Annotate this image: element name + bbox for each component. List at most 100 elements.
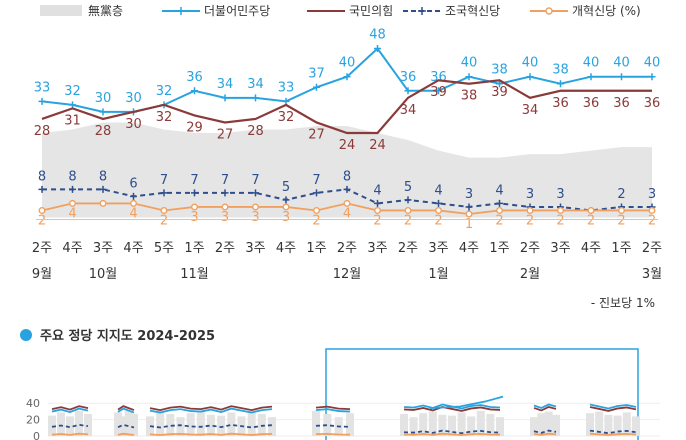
x-tick-label: 5주 (154, 241, 174, 256)
mini-shade-bar (409, 417, 418, 436)
mini-shade-bar (48, 415, 56, 436)
data-label-더불어민주당: 38 (552, 63, 569, 78)
mini-line-democratic (149, 407, 273, 414)
data-label-더불어민주당: 38 (491, 63, 508, 78)
point-더불어민주당 (99, 108, 107, 116)
point-더불어민주당 (435, 87, 442, 95)
mini-line-democratic (315, 408, 351, 413)
mini-shade-bar (544, 411, 553, 436)
mini-shade-bar (476, 410, 485, 436)
point-조국혁신당 (404, 196, 412, 204)
data-label-조국혁신당: 6 (129, 176, 137, 191)
data-label-개혁신당: 2 (526, 213, 534, 228)
mini-line-spike (429, 395, 504, 410)
mini-y-tick: 40 (26, 397, 40, 410)
point-더불어민주당 (526, 73, 534, 81)
legend: 無黨층 더불어민주당 국민의힘 조국혁신당 개혁신당 (%) (40, 3, 641, 18)
data-label-조국혁신당: 3 (556, 187, 564, 202)
legend-marker (177, 7, 185, 15)
month-label: 12월 (333, 267, 362, 282)
data-label-개혁신당: 3 (221, 210, 229, 225)
mini-shade-bar (186, 413, 195, 436)
point-더불어민주당 (252, 94, 259, 102)
mini-shade-bar (457, 412, 466, 436)
point-더불어민주당 (557, 80, 564, 88)
data-label-조국혁신당: 5 (404, 180, 412, 195)
mini-shade-bar (467, 416, 476, 436)
point-조국혁신당 (343, 185, 351, 193)
point-더불어민주당 (648, 73, 656, 81)
data-label-국민의힘: 31 (64, 113, 81, 128)
data-label-국민의힘: 36 (613, 96, 630, 111)
data-label-국민의힘: 39 (491, 85, 508, 100)
data-label-조국혁신당: 8 (99, 169, 107, 184)
mini-shade-bar (530, 417, 538, 436)
mini-highlight-box (325, 348, 639, 440)
data-label-조국혁신당: 3 (526, 187, 534, 202)
point-개혁신당 (68, 199, 76, 207)
data-label-국민의힘: 24 (339, 138, 356, 153)
mini-shade-bar (448, 415, 456, 436)
point-더불어민주당 (38, 97, 46, 105)
footnote: - 진보당 1% (591, 296, 655, 310)
data-label-조국혁신당: 8 (38, 169, 46, 184)
data-label-조국혁신당: 2 (617, 187, 625, 202)
mini-chart: 주요 정당 지지도 2024-2025 40 20 0 (20, 328, 660, 440)
data-label-조국혁신당: 7 (221, 173, 229, 188)
point-더불어민주당 (587, 73, 595, 81)
data-label-조국혁신당: 7 (160, 173, 168, 188)
data-label-개혁신당: 2 (404, 213, 412, 228)
data-label-더불어민주당: 32 (64, 84, 81, 99)
mini-shade-bar (428, 411, 437, 436)
point-더불어민주당 (191, 87, 198, 95)
mini-shade-bar (66, 416, 74, 436)
mini-shade-bar (176, 417, 185, 436)
mini-line-ppp (149, 405, 273, 412)
month-label: 2월 (520, 267, 540, 282)
month-label: 10월 (89, 267, 118, 282)
point-더불어민주당 (313, 83, 320, 91)
data-label-더불어민주당: 40 (583, 56, 600, 71)
data-label-국민의힘: 28 (247, 124, 264, 139)
data-label-조국혁신당: 4 (373, 183, 381, 198)
data-label-국민의힘: 32 (156, 110, 173, 125)
x-tick-label: 2주 (520, 241, 540, 256)
point-더불어민주당 (343, 73, 351, 81)
mini-shade-bar (438, 414, 447, 436)
data-label-개혁신당: 3 (251, 210, 259, 225)
x-tick-label: 1주 (611, 241, 631, 256)
mini-line-ppp (403, 406, 501, 412)
point-더불어민주당 (465, 73, 473, 81)
data-label-조국혁신당: 3 (465, 187, 473, 202)
mini-shade-bar (486, 414, 495, 436)
mini-line-rebuilding (51, 423, 89, 429)
mini-title: 주요 정당 지지도 2024-2025 (40, 328, 215, 344)
data-label-국민의힘: 24 (369, 138, 386, 153)
mini-line-rebuilding (117, 423, 135, 429)
data-label-더불어민주당: 30 (125, 91, 142, 106)
data-label-개혁신당: 1 (465, 217, 473, 232)
mini-line-rebuilding (589, 429, 637, 435)
mini-line-reform (589, 432, 637, 436)
data-label-개혁신당: 4 (129, 206, 137, 221)
data-label-더불어민주당: 33 (34, 80, 51, 95)
x-tick-label: 4주 (276, 241, 296, 256)
mini-line-ppp (533, 406, 557, 412)
data-label-국민의힘: 28 (95, 124, 112, 139)
legend-item: 無黨층 (88, 3, 123, 18)
mini-shade-bar (586, 413, 594, 436)
mini-shade-bar (57, 412, 65, 436)
data-label-개혁신당: 2 (434, 213, 442, 228)
data-label-개혁신당: 3 (282, 210, 290, 225)
series-line-국민의힘 (41, 79, 652, 135)
mini-shade-bar (419, 413, 428, 436)
x-tick-label: 2주 (398, 241, 418, 256)
data-label-더불어민주당: 33 (278, 80, 295, 95)
mini-line-ppp (315, 405, 351, 411)
data-label-조국혁신당: 5 (282, 180, 290, 195)
month-label: 11월 (180, 267, 209, 282)
point-개혁신당 (648, 206, 656, 214)
data-label-개혁신당: 4 (68, 206, 76, 221)
